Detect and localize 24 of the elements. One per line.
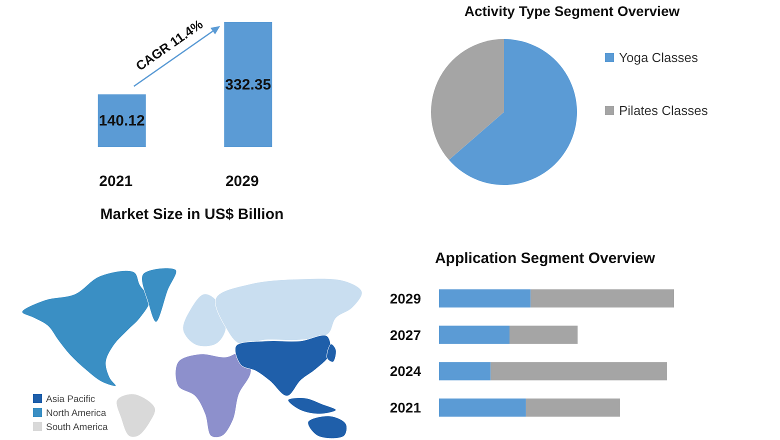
bar (530, 289, 674, 308)
legend-label: Yoga Classes (619, 50, 699, 65)
bar (439, 326, 510, 344)
data-label: 140.12 (98, 112, 145, 130)
chart-title: Activity Type Segment Overview (464, 3, 680, 19)
y-tick-label: 2021 (390, 400, 422, 416)
category-label: South America (46, 422, 108, 433)
category-label: Asia Pacific (46, 394, 96, 405)
y-tick-label: 2029 (390, 290, 422, 306)
bar (490, 362, 667, 380)
bar (439, 398, 526, 417)
bar (526, 398, 620, 417)
data-label: 332.35 (225, 76, 272, 94)
bar (439, 362, 491, 380)
legend-label: Pilates Classes (619, 103, 708, 118)
y-tick-label: 2024 (390, 363, 422, 380)
bar (439, 289, 531, 308)
bar (510, 326, 578, 344)
text: Market Size in US$ Billion (100, 206, 284, 223)
category-label: North America (46, 408, 107, 419)
pie-slice (431, 39, 504, 160)
pie-slice (448, 39, 577, 185)
y-tick-label: 2027 (390, 326, 422, 343)
chart-title: Application Segment Overview (434, 250, 656, 267)
